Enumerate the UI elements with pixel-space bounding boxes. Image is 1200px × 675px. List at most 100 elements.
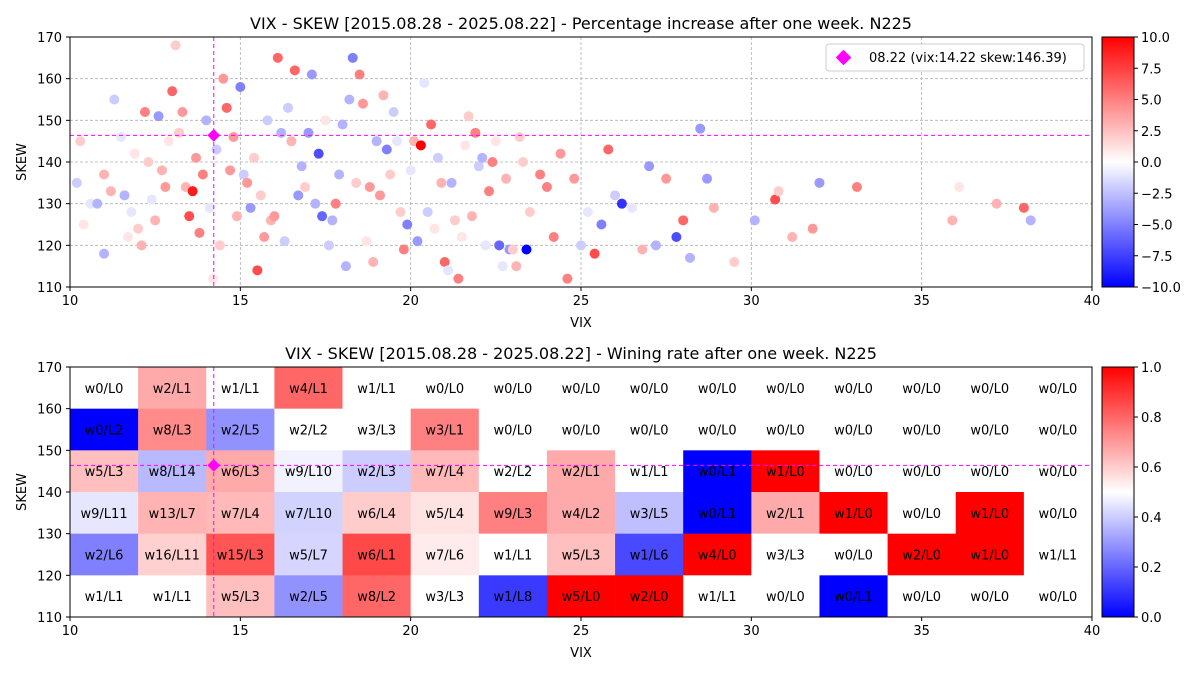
heatmap-cell-label: w0/L0 (970, 424, 1009, 439)
scatter-point (368, 257, 379, 267)
heatmap-cell (70, 367, 139, 409)
heatmap-cell (819, 492, 888, 534)
scatter-point (300, 182, 311, 192)
scatter-point (541, 182, 552, 192)
y-tick-label: 160 (37, 73, 62, 88)
heatmap-cell-label: w1/L1 (630, 465, 669, 480)
heatmap-cell-label: w8/L2 (357, 590, 396, 605)
heatmap-cell (1023, 450, 1093, 493)
scatter-point (490, 136, 501, 147)
scatter-point (497, 261, 508, 272)
y-tick-label: 120 (37, 569, 62, 584)
y-tick-label: 160 (37, 403, 62, 418)
heatmap-cell (478, 408, 548, 451)
scatter-point (201, 115, 212, 126)
x-tick-label: 15 (232, 624, 249, 639)
heatmap-cell (751, 367, 820, 409)
scatter-point (283, 102, 294, 113)
scatter-point (456, 232, 467, 242)
heatmap-x-label: VIX (570, 646, 592, 661)
scatter-point (729, 257, 740, 267)
heatmap-cell-label: w5/L0 (562, 590, 601, 605)
y-tick-label: 170 (37, 31, 62, 46)
heatmap-cell-label: w2/L1 (562, 465, 601, 480)
scatter-point (637, 244, 648, 255)
heatmap-cell-label: w7/L4 (221, 507, 260, 522)
heatmap-cell (819, 408, 888, 451)
heatmap-cell (478, 533, 548, 576)
scatter-point (627, 202, 638, 213)
scatter-point (269, 211, 280, 222)
y-tick-label: 140 (37, 156, 62, 171)
scatter-point (375, 190, 386, 201)
scatter-point (507, 244, 518, 255)
heatmap-cell-label: w0/L0 (85, 382, 124, 397)
colorbar-tick-label: −5.0 (1141, 219, 1173, 234)
colorbar-tick-label: 0.8 (1141, 411, 1162, 426)
heatmap-cell (1023, 575, 1093, 618)
colorbar-tick-label: 10.0 (1141, 31, 1170, 46)
heatmap-cell (615, 533, 684, 576)
heatmap-cell-label: w0/L0 (766, 382, 805, 397)
heatmap-cell-label: w0/L0 (970, 382, 1009, 397)
scatter-point (644, 161, 655, 172)
heatmap-cell (887, 450, 957, 493)
heatmap-cell-label: w0/L0 (970, 590, 1009, 605)
scatter-point (344, 94, 355, 105)
x-tick-label: 20 (402, 294, 419, 309)
scatter-point (487, 157, 498, 167)
scatter-point (443, 265, 454, 276)
colorbar-tick-label: −2.5 (1141, 187, 1173, 202)
heatmap-cell (546, 408, 616, 451)
heatmap-cell-label: w2/L0 (902, 549, 941, 564)
colorbar-tick-label: 7.5 (1141, 62, 1162, 77)
scatter-point (208, 273, 219, 284)
heatmap-cell-label: w5/L3 (85, 465, 124, 480)
heatmap-cell-label: w0/L0 (970, 465, 1009, 480)
scatter-point (174, 127, 185, 138)
scatter-colorbar-ticks: 10.0 7.5 5.0 2.5 0.0 −2.5 −5.0 −7.5 −10.0 (1134, 31, 1181, 296)
scatter-point (685, 252, 696, 263)
y-tick-label: 150 (37, 444, 62, 459)
scatter-points (71, 40, 1036, 284)
scatter-point (99, 248, 110, 259)
heatmap-cell-label: w9/L11 (81, 507, 128, 522)
heatmap-cells (70, 367, 1093, 618)
scatter-colorbar (1101, 36, 1135, 288)
scatter-point (569, 173, 580, 184)
heatmap-cell-label: w3/L3 (425, 590, 464, 605)
scatter-point (439, 257, 450, 267)
scatter-point (524, 207, 535, 217)
scatter-point (330, 198, 341, 209)
heatmap-cell-label: w4/L0 (698, 549, 737, 564)
heatmap-cell (206, 367, 275, 409)
heatmap-y-label: SKEW (15, 473, 30, 511)
scatter-point (235, 82, 246, 92)
heatmap-cell-label: w7/L10 (285, 507, 332, 522)
scatter-point (296, 161, 307, 172)
scatter-point (242, 177, 253, 188)
scatter-point (119, 190, 130, 201)
scatter-point (422, 207, 433, 217)
scatter-point (814, 177, 825, 188)
heatmap-cell-label: w0/L0 (902, 507, 941, 522)
heatmap-cell-label: w0/L0 (1039, 382, 1078, 397)
scatter-point (650, 240, 661, 251)
heatmap-cell-label: w0/L0 (1039, 507, 1078, 522)
scatter-point (773, 186, 784, 197)
scatter-point (477, 152, 488, 163)
scatter-point (286, 136, 297, 147)
heatmap-cell-label: w0/L0 (834, 382, 873, 397)
heatmap-cell (70, 450, 139, 493)
heatmap-cell-label: w2/L0 (630, 590, 669, 605)
heatmap-cell (342, 533, 411, 576)
scatter-point (272, 52, 283, 63)
heatmap-cell-label: w1/L1 (153, 590, 192, 605)
heatmap-cell (887, 492, 957, 534)
scatter-point (252, 265, 263, 276)
scatter-point (473, 161, 484, 172)
heatmap-cell (274, 450, 343, 493)
colorbar-tick-label: 0.0 (1141, 611, 1162, 626)
heatmap-cell-label: w0/L0 (902, 465, 941, 480)
heatmap-cell (138, 575, 207, 618)
